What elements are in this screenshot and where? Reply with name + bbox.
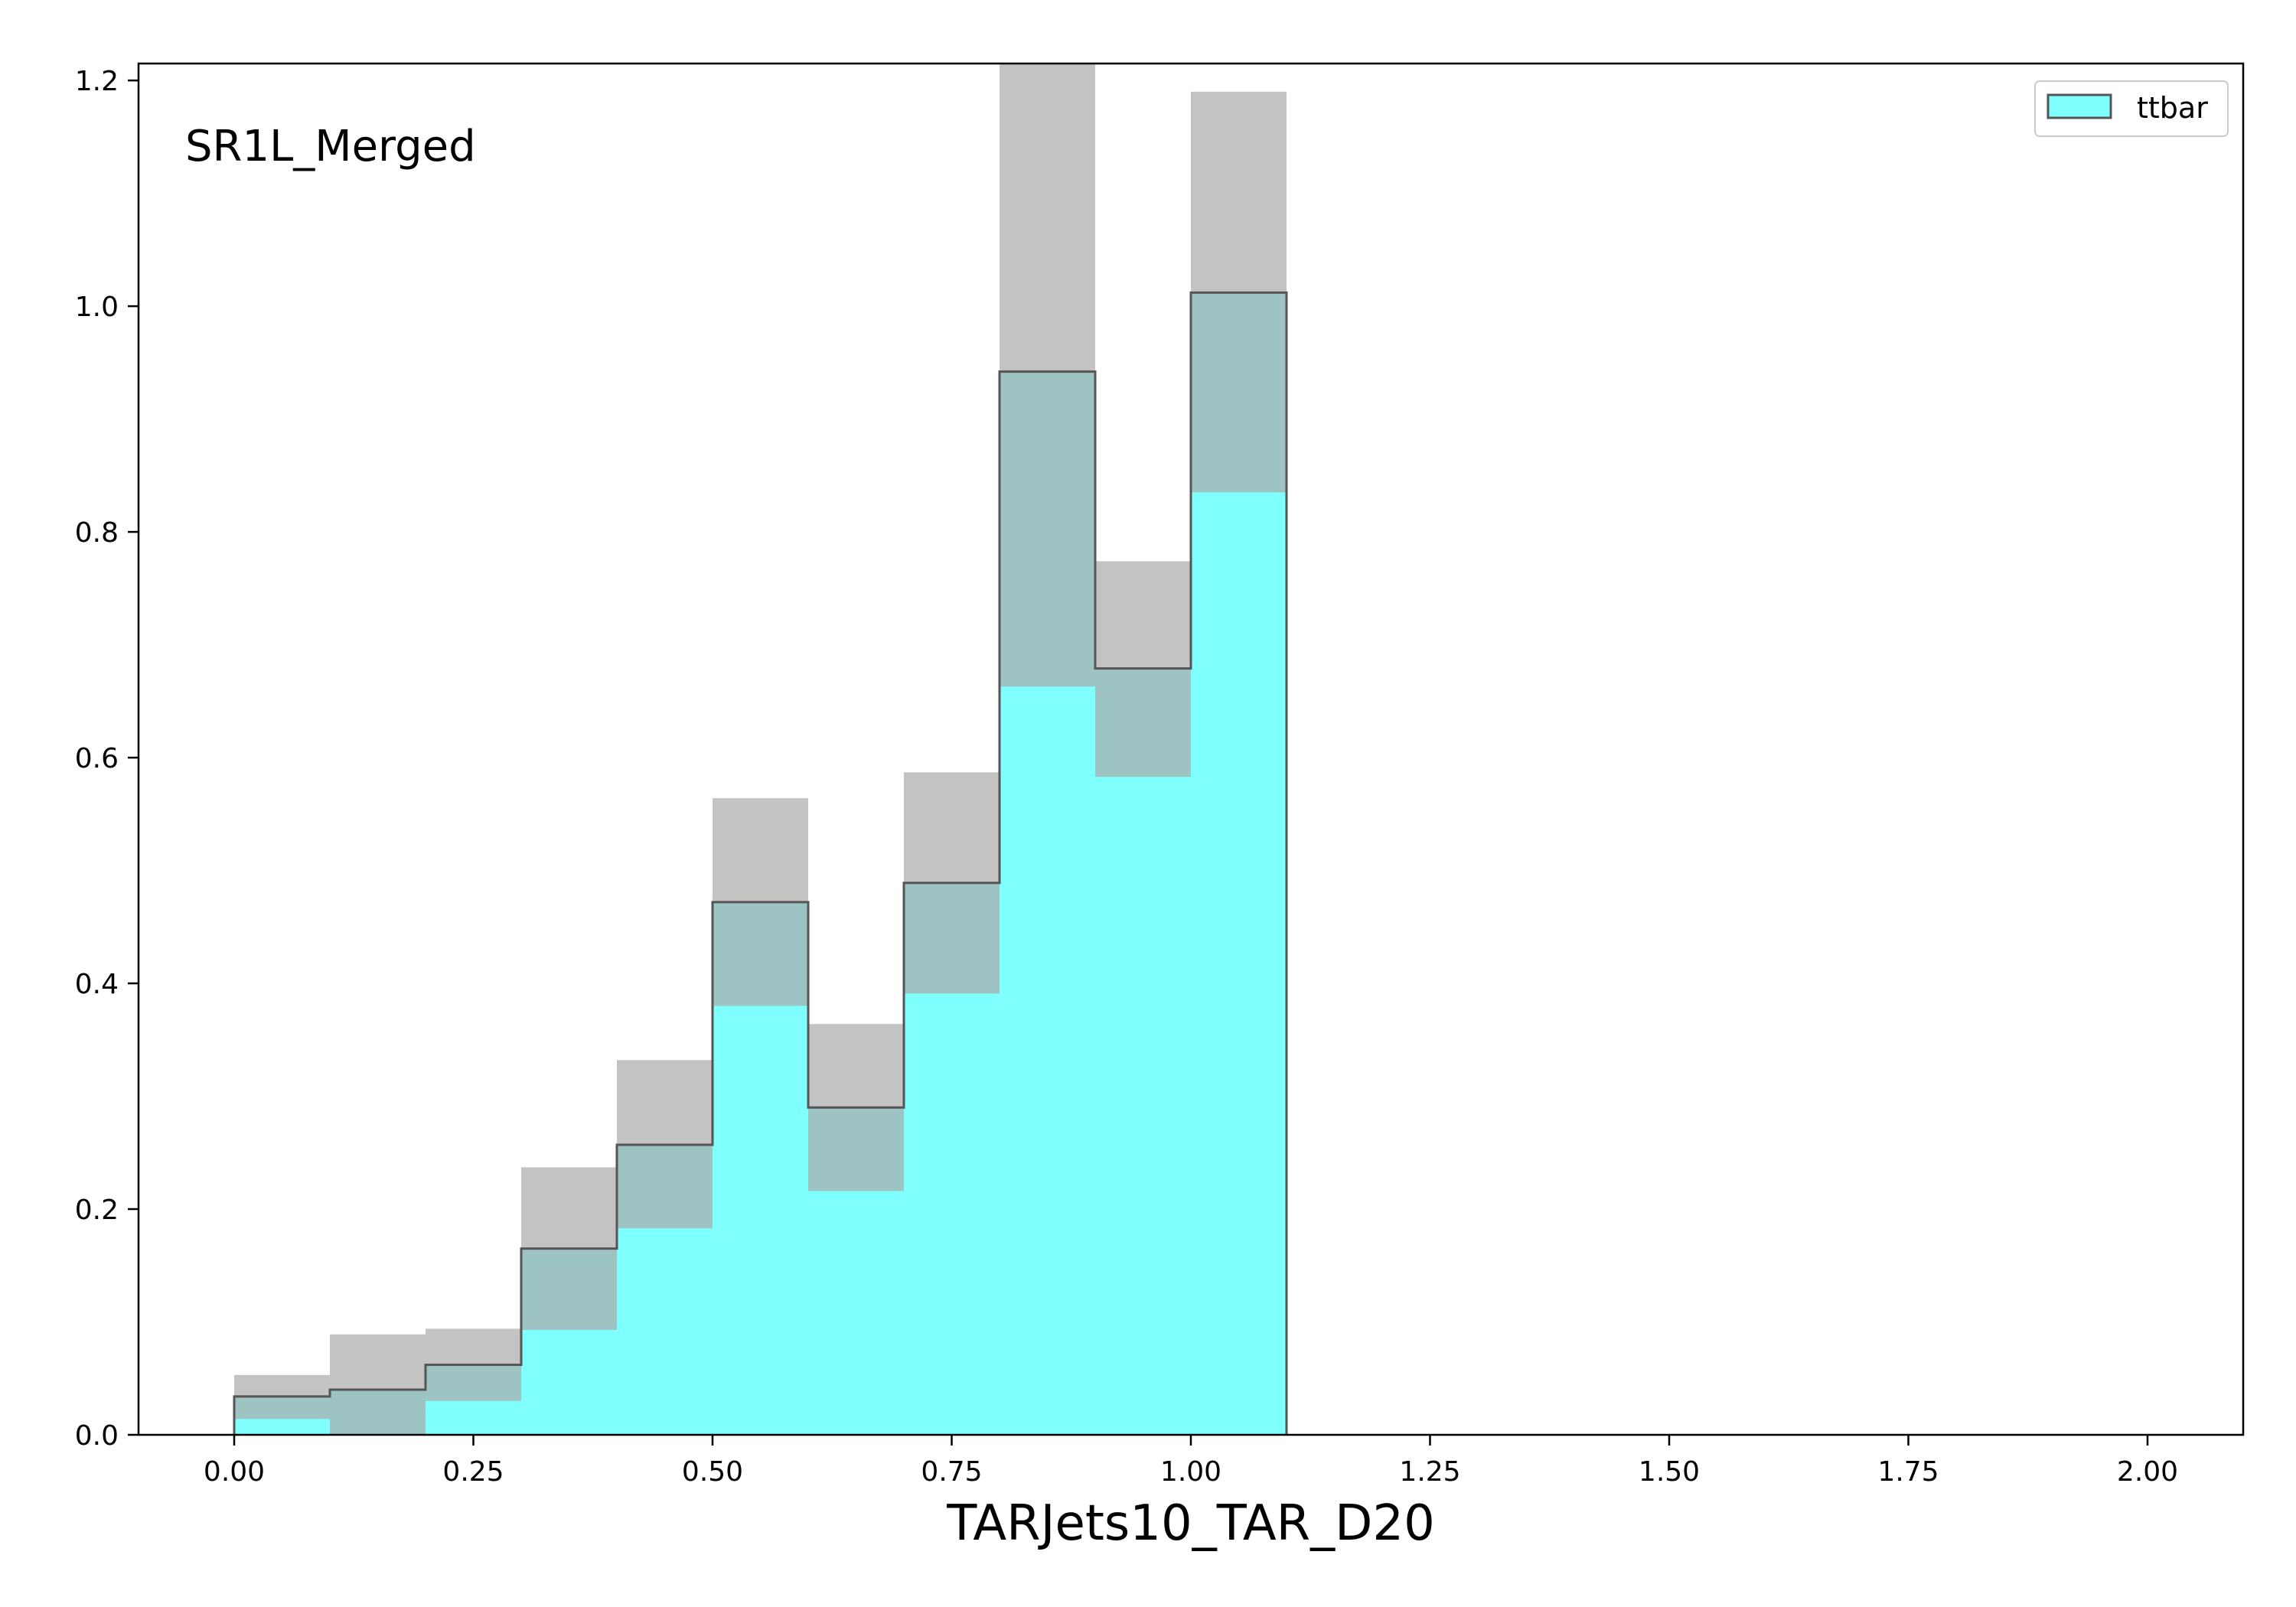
region-annotation: SR1L_Merged [185, 122, 476, 171]
x-tick-label: 1.75 [1877, 1456, 1939, 1488]
legend-entry-ttbar: ttbar [2137, 91, 2208, 125]
x-tick-label: 0.25 [442, 1456, 504, 1488]
y-tick-label: 0.8 [75, 517, 119, 549]
y-tick-label: 0.0 [75, 1420, 119, 1452]
y-tick-label: 1.0 [75, 292, 119, 323]
x-tick-label: 2.00 [2117, 1456, 2178, 1488]
histogram-bar [1095, 668, 1191, 1435]
y-tick-label: 0.6 [75, 743, 119, 774]
x-tick-label: 1.25 [1399, 1456, 1460, 1488]
x-axis-label: TARJets10_TAR_D20 [946, 1495, 1435, 1552]
x-tick-label: 1.50 [1639, 1456, 1700, 1488]
uncertainty-band [330, 1334, 426, 1435]
legend-swatch-ttbar [2047, 93, 2112, 119]
legend: ttbar [2034, 80, 2229, 137]
uncertainty-band [1000, 64, 1095, 687]
y-tick-label: 0.2 [75, 1195, 119, 1226]
x-tick-label: 0.75 [921, 1456, 982, 1488]
histogram-outline [233, 291, 1288, 1435]
x-tick-label: 0.00 [204, 1456, 265, 1488]
y-tick-label: 0.4 [75, 969, 119, 1000]
x-tick-label: 1.00 [1160, 1456, 1221, 1488]
x-tick-label: 0.50 [682, 1456, 743, 1488]
y-tick-label: 1.2 [75, 66, 119, 97]
